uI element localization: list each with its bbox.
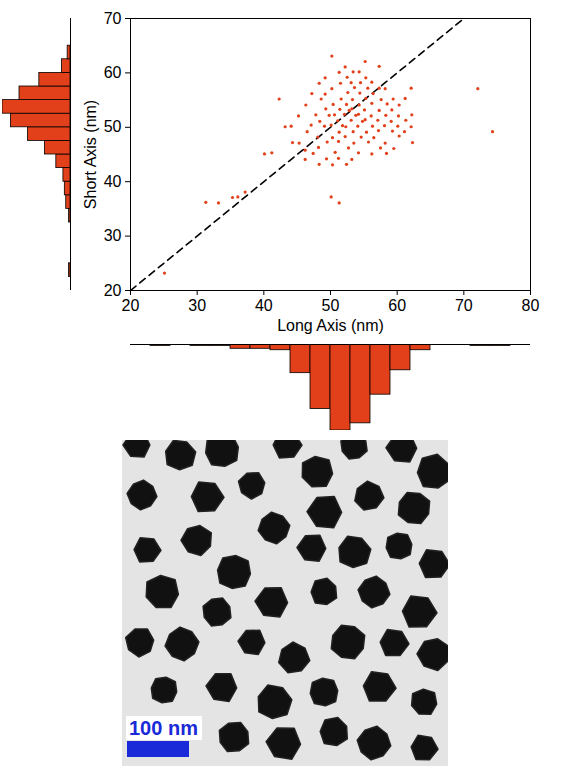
svg-text:80: 80: [522, 297, 540, 314]
svg-text:60: 60: [104, 64, 122, 81]
svg-text:50: 50: [104, 118, 122, 135]
svg-text:50: 50: [322, 297, 340, 314]
svg-text:100 nm: 100 nm: [129, 717, 198, 739]
svg-text:40: 40: [255, 297, 273, 314]
svg-text:70: 70: [455, 297, 473, 314]
svg-text:30: 30: [188, 297, 206, 314]
svg-text:40: 40: [104, 173, 122, 190]
svg-text:20: 20: [122, 297, 140, 314]
svg-text:Long Axis (nm): Long Axis (nm): [277, 317, 384, 334]
svg-text:60: 60: [388, 297, 406, 314]
svg-text:Short Axis (nm): Short Axis (nm): [82, 100, 99, 209]
svg-text:70: 70: [104, 10, 122, 27]
svg-text:20: 20: [104, 282, 122, 299]
svg-text:30: 30: [104, 227, 122, 244]
